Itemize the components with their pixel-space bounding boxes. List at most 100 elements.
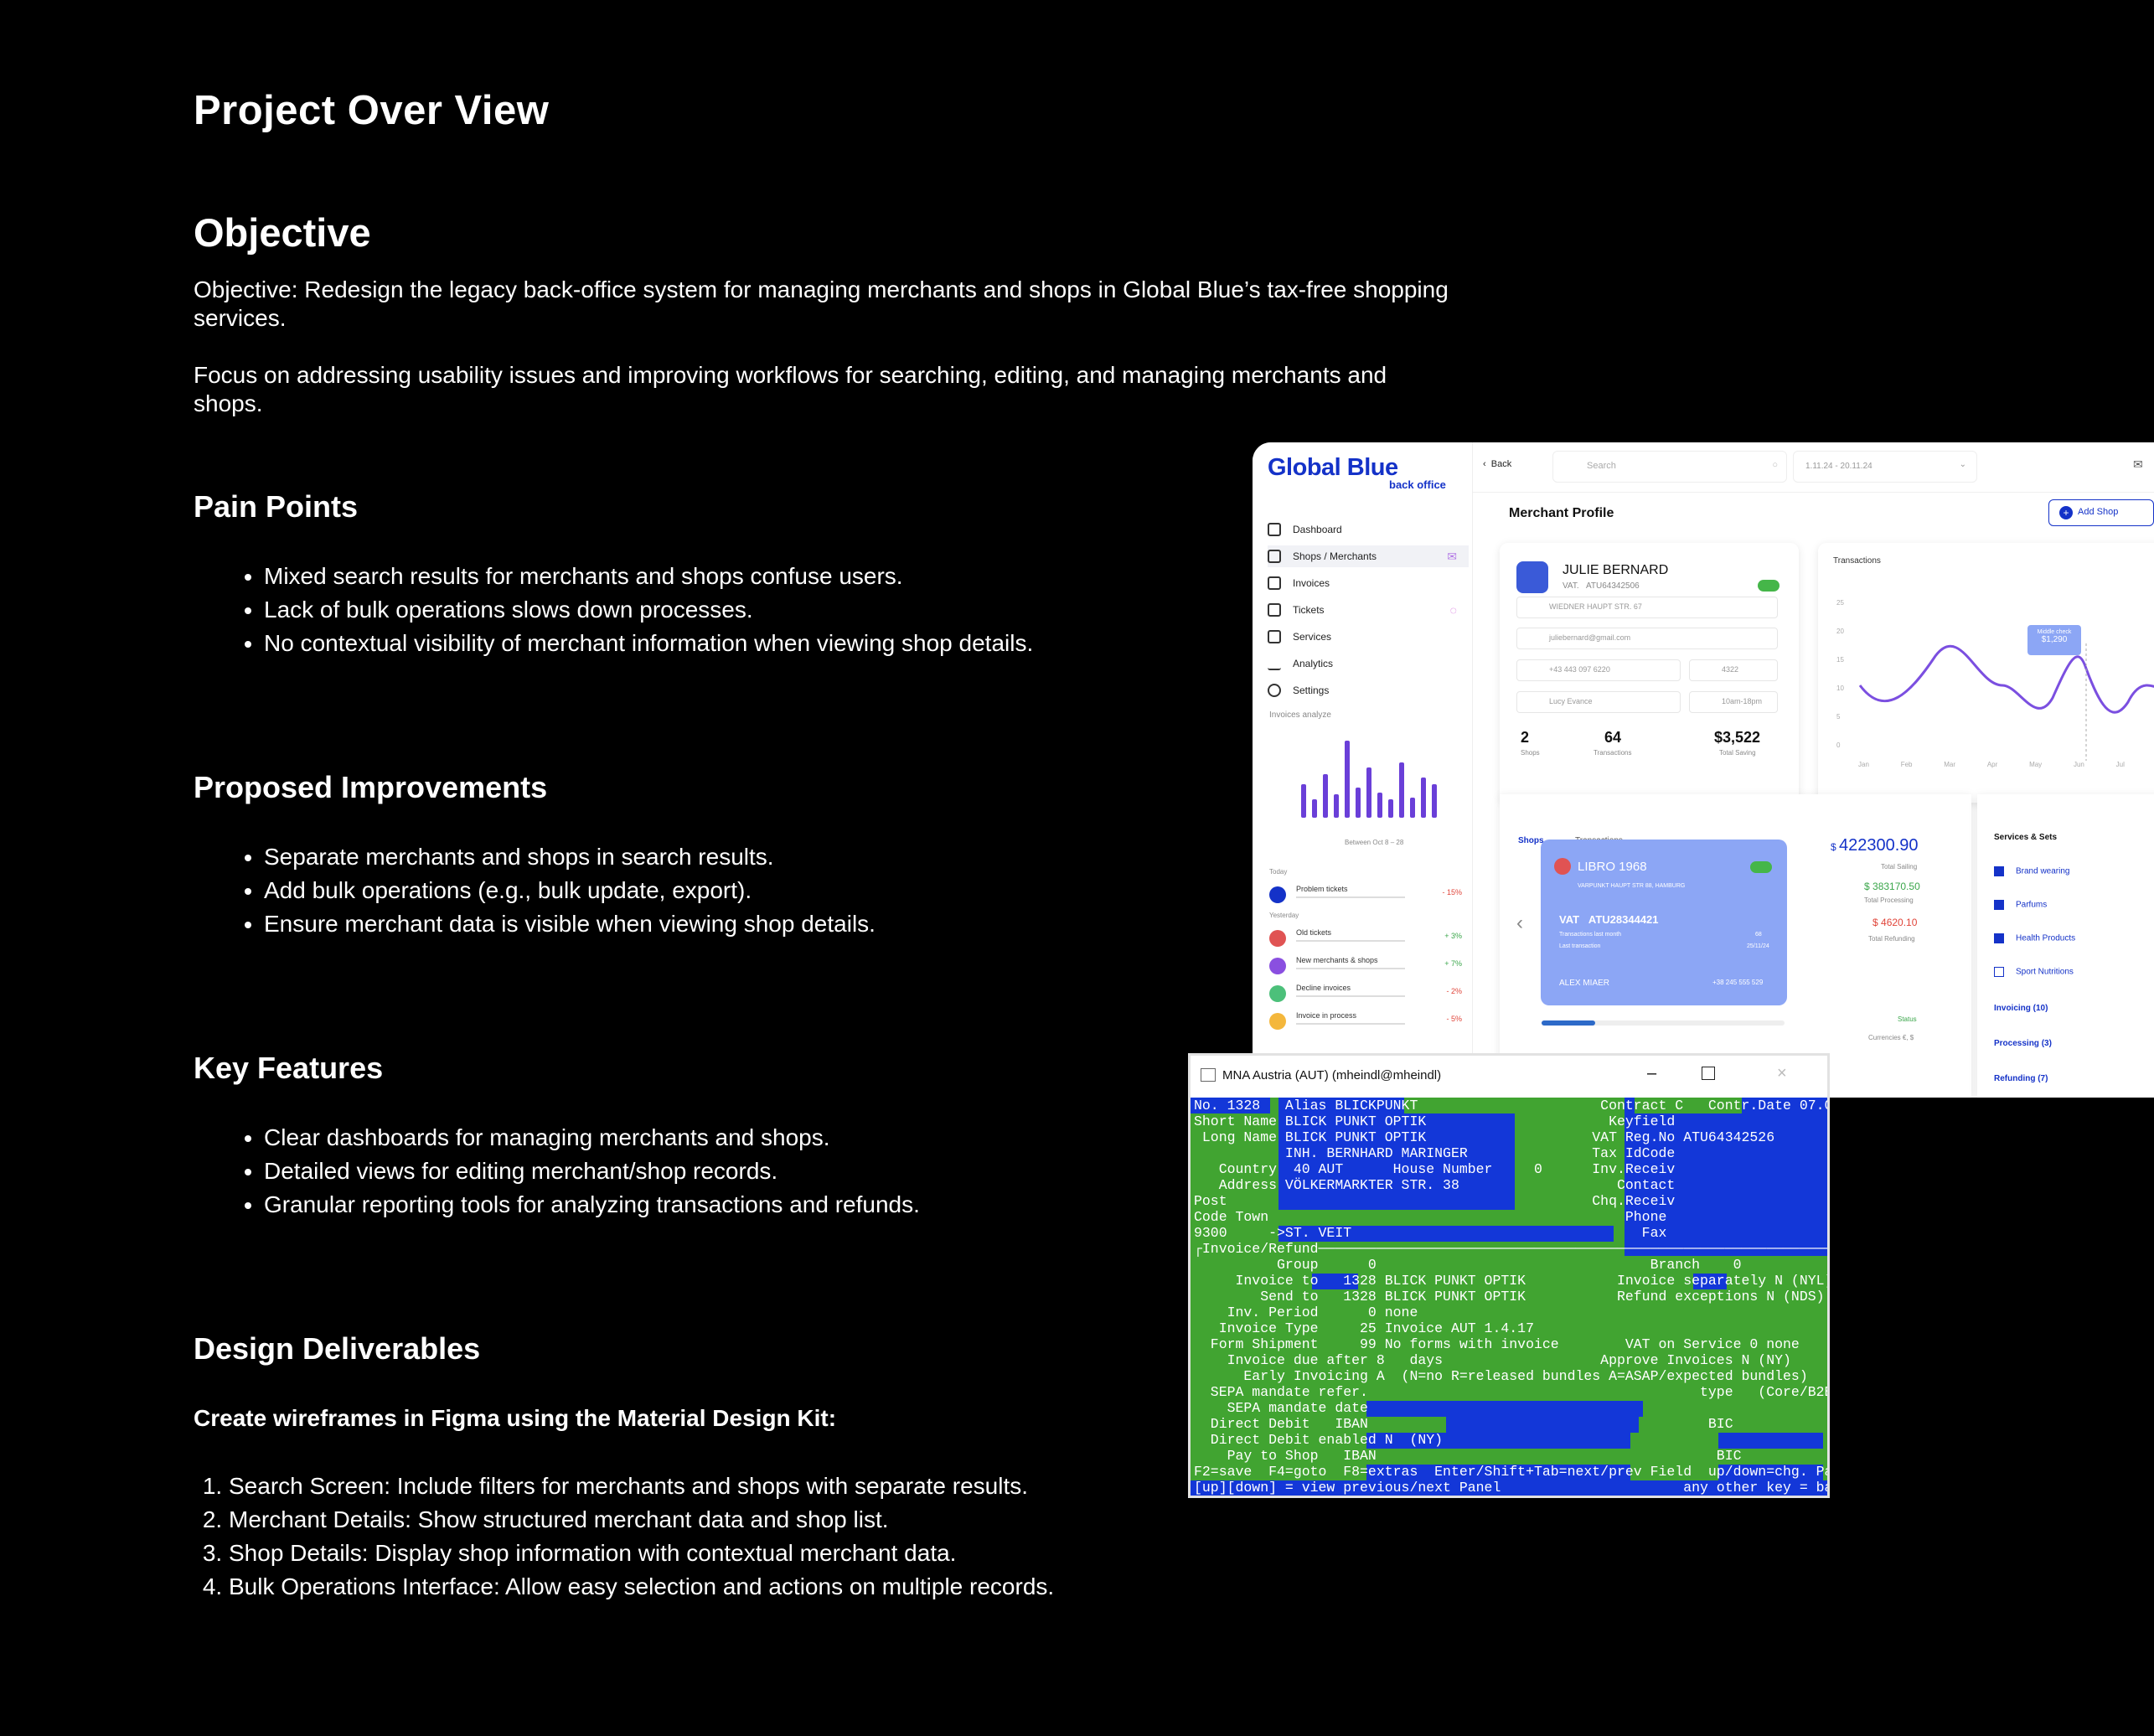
top-bar: ‹ Back Search ○ 1.11.24 - 20.11.24 ⌄ ✉ [1473, 442, 2154, 493]
contact-field[interactable]: Lucy Evance [1516, 691, 1681, 713]
legacy-terminal-window: MNA Austria (AUT) (mheindl@mheindl) – × … [1188, 1053, 1830, 1498]
ticket-row[interactable]: Old tickets + 3% [1269, 928, 1470, 950]
transactions-line-chart [1858, 643, 2154, 761]
kpi-saving: $3,522 [1714, 729, 1761, 746]
list-item: Mixed search results for merchants and s… [264, 560, 1033, 593]
nav-dashboard[interactable]: Dashboard [1268, 519, 1469, 540]
terminal-line: SEPA mandate refer. type (Core/B2B) [1194, 1384, 1830, 1400]
today-label: Today [1269, 868, 1288, 876]
kpi-transactions: 64 [1604, 729, 1622, 746]
invoice-bar [1356, 788, 1361, 818]
ticket-dot-icon [1269, 985, 1286, 1002]
terminal-line: 9300 ->ST. VEIT Fax [1194, 1225, 1667, 1241]
link-refunding[interactable]: Refunding (7) [1994, 1074, 2048, 1083]
search-input[interactable]: Search ○ [1552, 451, 1787, 483]
ticket-row[interactable]: Invoice in process - 5% [1269, 1011, 1470, 1033]
nav-settings[interactable]: Settings [1268, 679, 1469, 701]
gear-icon [1268, 684, 1281, 697]
chevron-down-icon: ⌄ [1959, 460, 1966, 469]
ticket-row[interactable]: New merchants & shops + 7% [1269, 956, 1470, 978]
nav-invoices[interactable]: Invoices [1268, 572, 1469, 594]
list-item: Lack of bulk operations slows down proce… [264, 593, 1033, 627]
avatar [1516, 561, 1548, 593]
service-checkbox[interactable]: Health Products [1994, 933, 2075, 943]
grid-icon [1268, 523, 1281, 536]
date-range-select[interactable]: 1.11.24 - 20.11.24 ⌄ [1793, 451, 1977, 483]
terminal-line: Direct Debit IBAN BIC [1194, 1416, 1733, 1432]
merchant-card: JULIE BERNARD VAT. ATU64342506 WIEDNER H… [1500, 543, 1799, 803]
invoice-bar [1388, 799, 1393, 818]
list-item: Search Screen: Include filters for merch… [229, 1470, 1054, 1503]
checkbox-checked-icon [1994, 900, 2004, 910]
maximize-icon[interactable] [1702, 1067, 1715, 1080]
terminal-line: No. 1328 Alias BLICKPUNKT Contract C Con… [1194, 1098, 1830, 1113]
list-item: Add bulk operations (e.g., bulk update, … [264, 874, 876, 907]
yesterday-label: Yesterday [1269, 912, 1299, 919]
terminal-line: Inv. Period 0 none [1194, 1305, 1418, 1320]
services-title: Services & Sets [1994, 833, 2058, 842]
shop-icon [1554, 858, 1571, 875]
list-item: Clear dashboards for managing merchants … [264, 1121, 920, 1155]
analytics-icon [1268, 657, 1281, 670]
shop-card[interactable]: LIBRO 1968 VARPUNKT HAUPT STR 88, HAMBUR… [1541, 840, 1787, 1005]
link-invoicing[interactable]: Invoicing (10) [1994, 1004, 2048, 1013]
nav-tickets[interactable]: Tickets ◌ [1268, 599, 1469, 621]
phone-field[interactable]: +43 443 097 6220 [1516, 659, 1681, 681]
kpi-shops: 2 [1521, 729, 1530, 746]
services-card: Services & Sets Brand wearing Parfums Heal… [1977, 794, 2154, 1098]
back-button[interactable]: ‹ Back [1483, 459, 1512, 469]
terminal-line: Group 0 Branch 0 [1194, 1257, 1742, 1273]
minimize-icon[interactable]: – [1647, 1064, 1657, 1082]
list-item: Ensure merchant data is visible when vie… [264, 907, 876, 941]
transactions-card: Transactions 25 20 15 10 5 0 Middle check $1,2… [1818, 543, 2154, 803]
chevron-left-icon[interactable]: ‹ [1516, 912, 1523, 934]
address-field[interactable]: WIEDNER HAUPT STR. 67 [1516, 597, 1778, 618]
features-heading: Key Features [194, 1051, 384, 1085]
terminal-line: Code Town Phone [1194, 1209, 1667, 1225]
terminal-line: Direct Debit enabled N (NY) [1194, 1432, 1444, 1448]
link-processing[interactable]: Processing (3) [1994, 1039, 2052, 1048]
terminal-line: Address VÖLKERMARKTER STR. 38 Contact [1194, 1177, 1676, 1193]
service-checkbox[interactable]: Parfums [1994, 900, 2047, 910]
nav-shops-merchants[interactable]: Shops / Merchants ✉ [1268, 545, 1469, 567]
ticket-row[interactable]: Decline invoices - 2% [1269, 984, 1470, 1005]
nav-services[interactable]: Services [1268, 626, 1469, 648]
invoice-bar [1312, 799, 1317, 818]
page-title: Project Over View [194, 88, 550, 133]
terminal-line: SEPA mandate date [1194, 1400, 1368, 1416]
search-icon: ○ [1772, 460, 1778, 470]
objective-heading: Objective [194, 210, 371, 255]
terminal-line: Invoice due after 8 days Approve Invoice… [1194, 1352, 1791, 1368]
invoice-bar [1334, 794, 1339, 818]
chart-tooltip: Middle check $1,290 [2027, 625, 2081, 655]
features-list: Clear dashboards for managing merchants … [194, 1121, 920, 1222]
objective-paragraph-1: Objective: Redesign the legacy back-offi… [194, 276, 1449, 331]
nav-analytics[interactable]: Analytics [1268, 653, 1469, 674]
terminal-line: F2=save F4=goto F8=extras Enter/Shift+Ta… [1194, 1464, 1830, 1480]
shop-vat: VAT ATU28344421 [1559, 913, 1659, 926]
objective-paragraph-2: Focus on addressing usability issues and… [194, 362, 1387, 416]
shop-active-toggle[interactable] [1750, 861, 1772, 873]
currencies-label: Currencies €, $ [1868, 1034, 1914, 1041]
service-checkbox[interactable]: Brand wearing [1994, 866, 2069, 876]
invoice-bar [1410, 798, 1415, 818]
list-item: No contextual visibility of merchant inf… [264, 627, 1033, 660]
terminal-line: Form Shipment 99 No forms with invoice V… [1194, 1336, 1800, 1352]
ticket-row[interactable]: Problem tickets - 15% [1269, 885, 1470, 907]
deliverables-heading: Design Deliverables [194, 1331, 481, 1366]
ticket-icon [1268, 603, 1281, 617]
invoice-bar [1345, 741, 1350, 818]
tab-shops[interactable]: Shops [1518, 836, 1544, 845]
terminal-line: Short Name BLICK PUNKT OPTIK Keyfield [1194, 1113, 1676, 1129]
list-item: Separate merchants and shops in search r… [264, 840, 876, 874]
terminal-line: Country 40 AUT House Number 0 Inv.Receiv [1194, 1161, 1676, 1177]
ext-field[interactable]: 4322 [1689, 659, 1778, 681]
email-field[interactable]: juliebernard@gmail.com [1516, 628, 1778, 649]
close-icon[interactable]: × [1777, 1064, 1787, 1082]
active-toggle[interactable] [1758, 580, 1780, 592]
hours-field[interactable]: 10am-18pm [1689, 691, 1778, 713]
mail-icon[interactable]: ✉ [2133, 457, 2143, 471]
service-checkbox[interactable]: Sport Nutritions [1994, 967, 2074, 977]
mail-icon: ✉ [1447, 549, 1457, 563]
add-shop-button[interactable]: + Add Shop [2048, 499, 2154, 526]
